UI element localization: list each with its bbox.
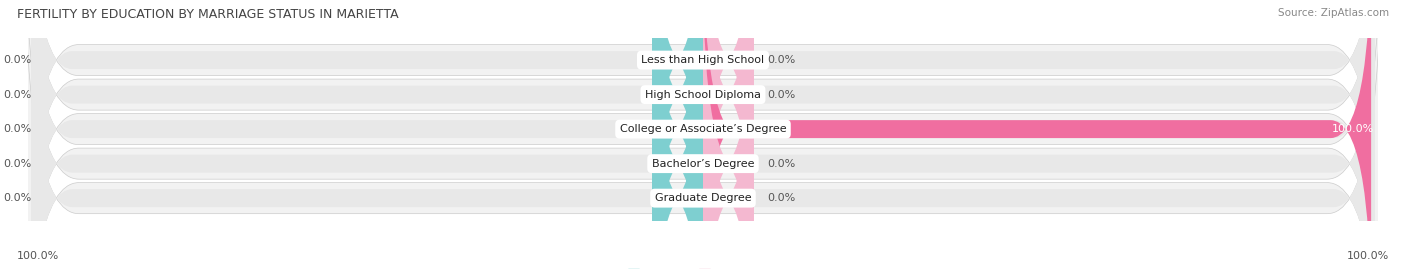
Text: 0.0%: 0.0% — [768, 90, 796, 100]
FancyBboxPatch shape — [31, 0, 1375, 258]
FancyBboxPatch shape — [31, 0, 1375, 269]
Text: Less than High School: Less than High School — [641, 55, 765, 65]
Text: 100.0%: 100.0% — [1333, 124, 1375, 134]
FancyBboxPatch shape — [25, 0, 1381, 269]
Text: FERTILITY BY EDUCATION BY MARRIAGE STATUS IN MARIETTA: FERTILITY BY EDUCATION BY MARRIAGE STATU… — [17, 8, 398, 21]
FancyBboxPatch shape — [652, 0, 703, 269]
FancyBboxPatch shape — [31, 0, 1375, 269]
FancyBboxPatch shape — [25, 0, 1381, 269]
Text: 0.0%: 0.0% — [3, 90, 31, 100]
Text: Graduate Degree: Graduate Degree — [655, 193, 751, 203]
Text: 0.0%: 0.0% — [768, 159, 796, 169]
Text: Source: ZipAtlas.com: Source: ZipAtlas.com — [1278, 8, 1389, 18]
Text: High School Diploma: High School Diploma — [645, 90, 761, 100]
FancyBboxPatch shape — [703, 0, 754, 258]
Text: 0.0%: 0.0% — [3, 124, 31, 134]
FancyBboxPatch shape — [652, 0, 703, 269]
Text: 0.0%: 0.0% — [3, 159, 31, 169]
FancyBboxPatch shape — [703, 0, 754, 269]
FancyBboxPatch shape — [703, 0, 1371, 269]
FancyBboxPatch shape — [31, 0, 1375, 269]
Text: 0.0%: 0.0% — [768, 193, 796, 203]
FancyBboxPatch shape — [652, 0, 703, 258]
FancyBboxPatch shape — [652, 0, 703, 269]
Text: College or Associate’s Degree: College or Associate’s Degree — [620, 124, 786, 134]
FancyBboxPatch shape — [652, 0, 703, 269]
Text: 100.0%: 100.0% — [1347, 251, 1389, 261]
FancyBboxPatch shape — [25, 0, 1381, 269]
FancyBboxPatch shape — [703, 0, 754, 269]
Text: 100.0%: 100.0% — [17, 251, 59, 261]
FancyBboxPatch shape — [25, 0, 1381, 269]
Text: Bachelor’s Degree: Bachelor’s Degree — [652, 159, 754, 169]
Text: 0.0%: 0.0% — [3, 193, 31, 203]
FancyBboxPatch shape — [25, 0, 1381, 269]
FancyBboxPatch shape — [31, 0, 1375, 269]
Text: 0.0%: 0.0% — [768, 55, 796, 65]
FancyBboxPatch shape — [703, 0, 754, 269]
Text: 0.0%: 0.0% — [3, 55, 31, 65]
